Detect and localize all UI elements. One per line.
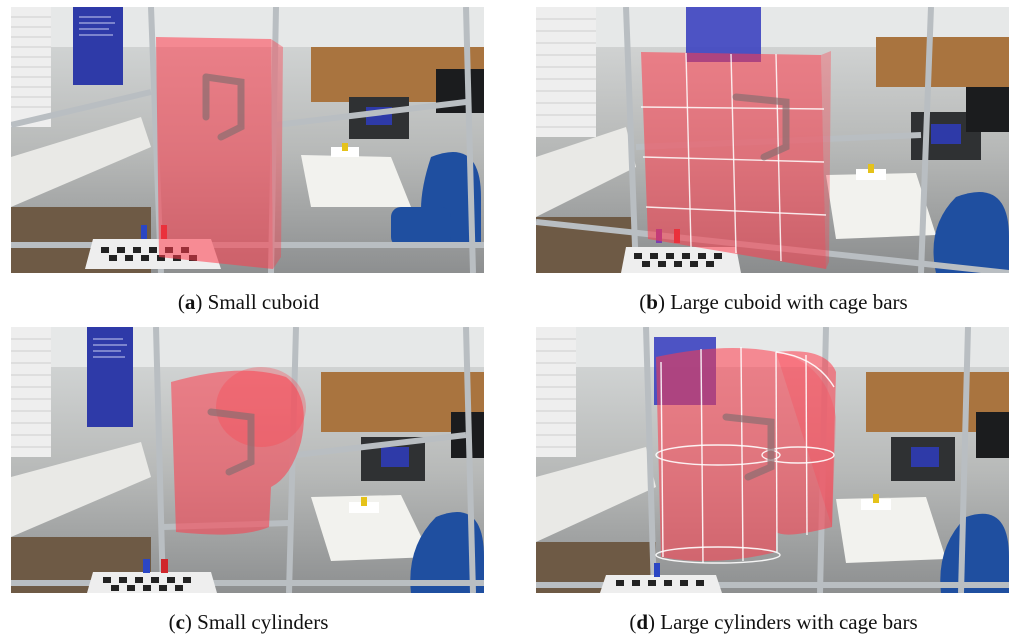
caption-label: c: [175, 610, 185, 634]
caption-text: Large cylinders with cage bars: [660, 610, 918, 634]
caption-text: Small cylinders: [197, 610, 329, 634]
photo-large-cuboid-cage-bars: [536, 7, 1009, 273]
caption-c: (c) Small cylinders: [168, 610, 329, 634]
photo-small-cylinders: [11, 327, 484, 593]
caption-text: Small cuboid: [207, 290, 320, 314]
caption-label: d: [636, 610, 649, 634]
caption-label: a: [184, 290, 196, 314]
photo-large-cylinders-cage-bars: [536, 327, 1009, 593]
caption-b: (b) Large cuboid with cage bars: [639, 290, 908, 314]
caption-a: (a) Small cuboid: [177, 290, 320, 314]
caption-d: (d) Large cylinders with cage bars: [629, 610, 918, 634]
caption-text: Large cuboid with cage bars: [670, 290, 908, 314]
photo-small-cuboid: [11, 7, 484, 273]
caption-label: b: [646, 290, 658, 314]
